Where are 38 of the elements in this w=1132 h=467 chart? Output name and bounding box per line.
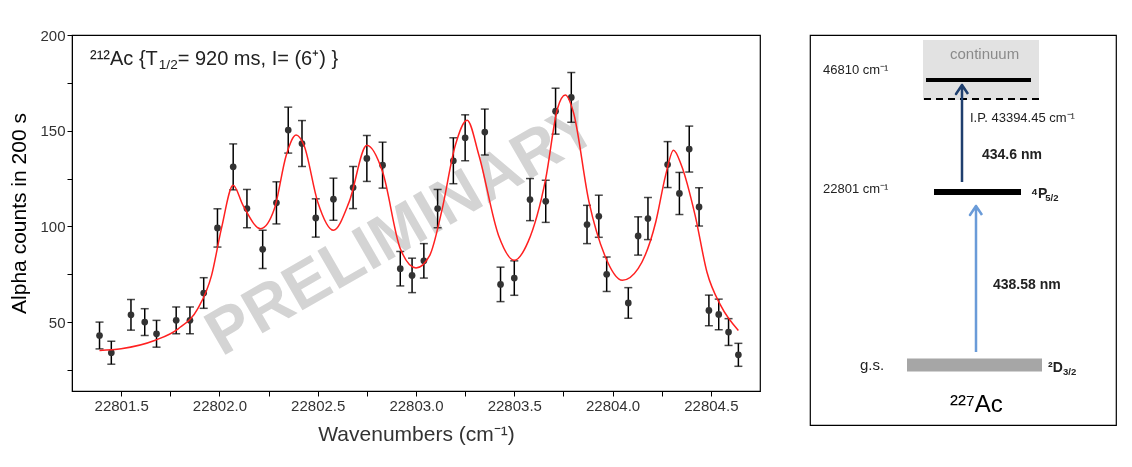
- text: 438.58 nm: [993, 276, 1061, 292]
- point: [715, 311, 723, 318]
- x-tick-label: 22804.0: [585, 396, 641, 414]
- text: 46810 cm⁻¹: [823, 62, 890, 77]
- text: 434.6 nm: [982, 146, 1042, 162]
- y-tick-label: 100: [40, 217, 66, 235]
- point: [624, 299, 632, 307]
- x-tick-label: 22802.0: [192, 396, 248, 414]
- point: [676, 190, 683, 197]
- y-tick-label: 50: [48, 313, 66, 331]
- point: [595, 212, 603, 220]
- point: [705, 307, 713, 314]
- y-tick-label: 150: [40, 122, 66, 140]
- point: [141, 318, 149, 326]
- text: I.P. 43394.45 cm⁻¹: [970, 110, 1076, 125]
- text: ²²⁷Ac: [950, 390, 1003, 417]
- point: [644, 215, 652, 222]
- x-tick-label: 22803.0: [389, 396, 444, 414]
- point: [695, 203, 703, 211]
- point: [96, 332, 103, 339]
- x-tick-label: 22803.5: [487, 396, 542, 414]
- text: 22801 cm⁻¹: [823, 181, 890, 196]
- text: continuum: [950, 45, 1020, 62]
- point: [634, 232, 642, 240]
- point: [127, 311, 135, 319]
- x-tick-label: 22802.5: [291, 396, 346, 414]
- point: [172, 317, 180, 324]
- point: [685, 145, 693, 153]
- y-axis-title: Alpha counts in 200 s: [7, 113, 31, 314]
- point: [735, 351, 742, 359]
- point: [725, 328, 732, 336]
- y-tick-label: 200: [40, 26, 66, 44]
- x-axis-title: Wavenumbers (cm⁻¹): [318, 421, 515, 445]
- point: [603, 270, 611, 278]
- x-tick-label: 22801.5: [94, 396, 149, 414]
- x-tick-label: 22804.5: [684, 396, 739, 414]
- point: [153, 330, 160, 338]
- text: g.s.: [860, 356, 885, 373]
